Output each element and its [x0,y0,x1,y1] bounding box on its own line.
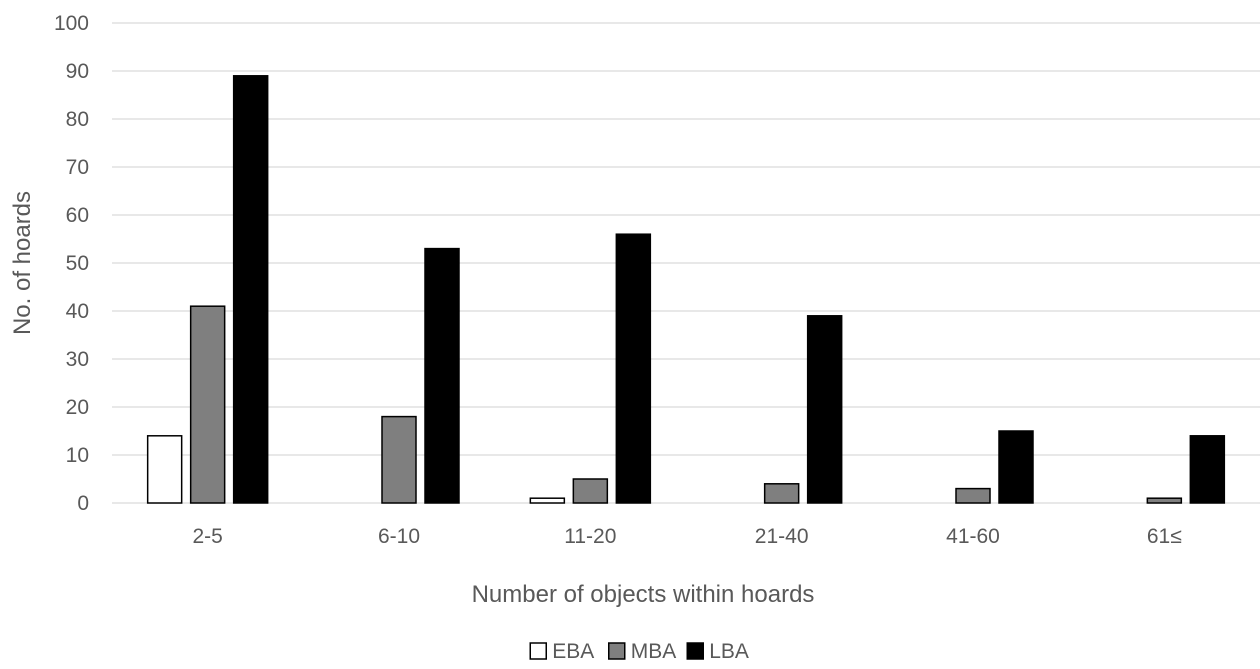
bar-mba-1 [189,305,226,504]
y-tick-label: 80 [66,108,89,131]
bar-mba-2 [381,415,417,504]
y-tick-label: 0 [77,492,89,515]
bar-lba-2 [424,247,460,504]
x-tick-label: 2-5 [192,525,222,548]
x-tick-labels: 2-5 6-10 11-20 21-40 41-60 61≤ [192,525,1181,548]
legend-swatch-eba [529,642,547,660]
y-tick-label: 100 [54,12,89,35]
y-tick-label: 30 [66,348,89,371]
bar-mba-4 [763,483,800,504]
bar-lba-4 [806,315,843,504]
bar-mba-6 [1146,497,1183,504]
x-axis-title: Number of objects within hoards [472,581,815,608]
x-tick-label: 11-20 [564,525,616,548]
x-tick-label: 6-10 [378,525,420,548]
y-tick-label: 70 [66,156,89,179]
legend-label-lba: LBA [709,640,749,663]
legend-swatch-lba [686,642,704,660]
grid-layer [112,22,1260,504]
bar-eba-3 [529,497,566,504]
y-tick-label: 90 [66,60,89,83]
y-tick-label: 40 [66,300,89,323]
bar-eba-1 [146,435,183,504]
bar-mba-3 [572,478,609,504]
bars-layer [146,75,1226,504]
bar-lba-5 [998,430,1034,504]
y-axis-title: No. of hoards [9,191,36,335]
y-tick-label: 20 [66,396,89,419]
bar-lba-3 [615,233,652,504]
legend: EBA MBA LBA [529,640,749,663]
x-tick-label: 21-40 [755,525,809,548]
bar-mba-5 [955,487,991,504]
legend-label-eba: EBA [552,640,594,663]
bar-lba-1 [232,75,269,504]
y-tick-label: 60 [66,204,89,227]
legend-label-mba: MBA [631,640,677,663]
y-tick-label: 50 [66,252,89,275]
y-tick-label: 10 [66,444,89,467]
x-tick-label: 61≤ [1147,525,1182,548]
legend-swatch-mba [608,642,626,660]
bar-lba-6 [1189,435,1226,504]
y-tick-labels: 0 10 20 30 40 50 60 70 80 90 100 [54,12,89,515]
x-tick-label: 41-60 [946,525,1000,548]
